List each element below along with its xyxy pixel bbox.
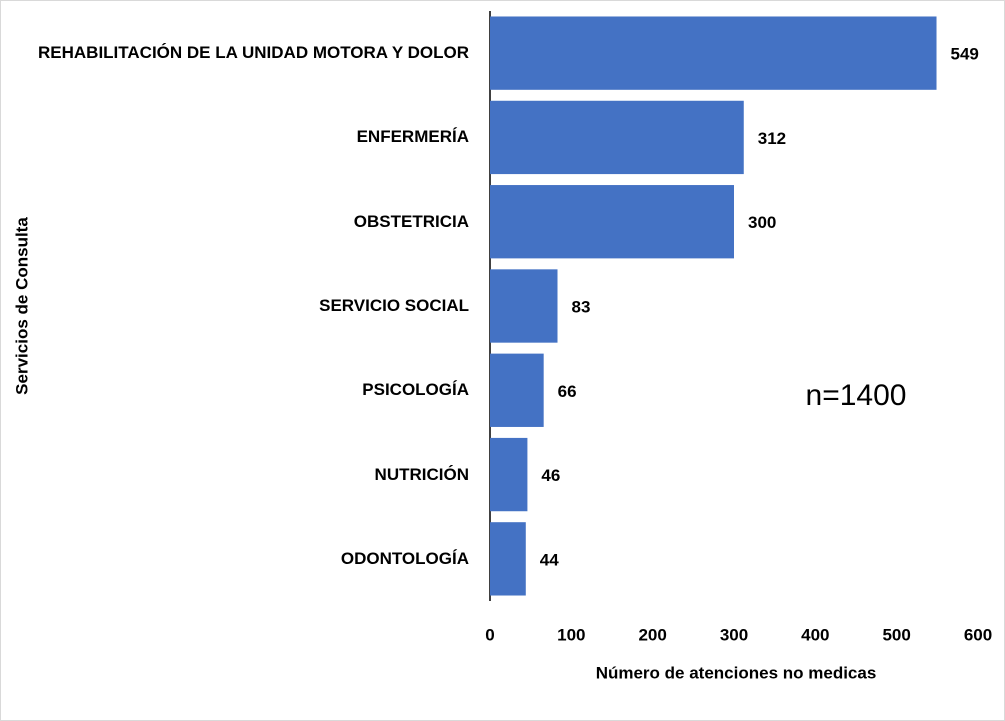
x-tick-label: 400 — [801, 625, 829, 644]
data-label: 549 — [951, 45, 979, 64]
y-tick-label: ENFERMERÍA — [356, 127, 469, 147]
data-label: 66 — [558, 382, 577, 401]
data-label: 312 — [758, 129, 786, 148]
bar — [490, 185, 734, 259]
bar — [490, 353, 544, 427]
x-tick-label: 600 — [964, 625, 992, 644]
data-label: 46 — [541, 466, 560, 485]
bar — [490, 16, 937, 90]
y-tick-label: SERVICIO SOCIAL — [319, 296, 469, 315]
y-tick-label: NUTRICIÓN — [374, 464, 469, 484]
x-tick-label: 100 — [557, 625, 585, 644]
bar — [490, 269, 558, 343]
annotation: n=1400 — [806, 379, 907, 412]
y-tick-label: ODONTOLOGÍA — [340, 548, 469, 568]
data-label: 44 — [540, 550, 559, 569]
bar — [490, 100, 744, 175]
x-tick-label: 500 — [882, 625, 910, 644]
y-tick-label: REHABILITACIÓN DE LA UNIDAD MOTORA Y DOL… — [38, 43, 469, 63]
x-tick-label: 0 — [485, 625, 494, 644]
bar — [490, 522, 526, 596]
bar — [490, 437, 528, 512]
y-axis-title: Servicios de Consulta — [12, 217, 31, 395]
data-label: 83 — [572, 297, 591, 316]
x-tick-label: 300 — [720, 625, 748, 644]
x-tick-label: 200 — [638, 625, 666, 644]
data-label: 300 — [748, 213, 776, 232]
x-axis-title: Número de atenciones no medicas — [596, 663, 877, 682]
y-tick-label: OBSTETRICIA — [353, 211, 469, 231]
y-tick-label: PSICOLOGÍA — [362, 380, 469, 400]
